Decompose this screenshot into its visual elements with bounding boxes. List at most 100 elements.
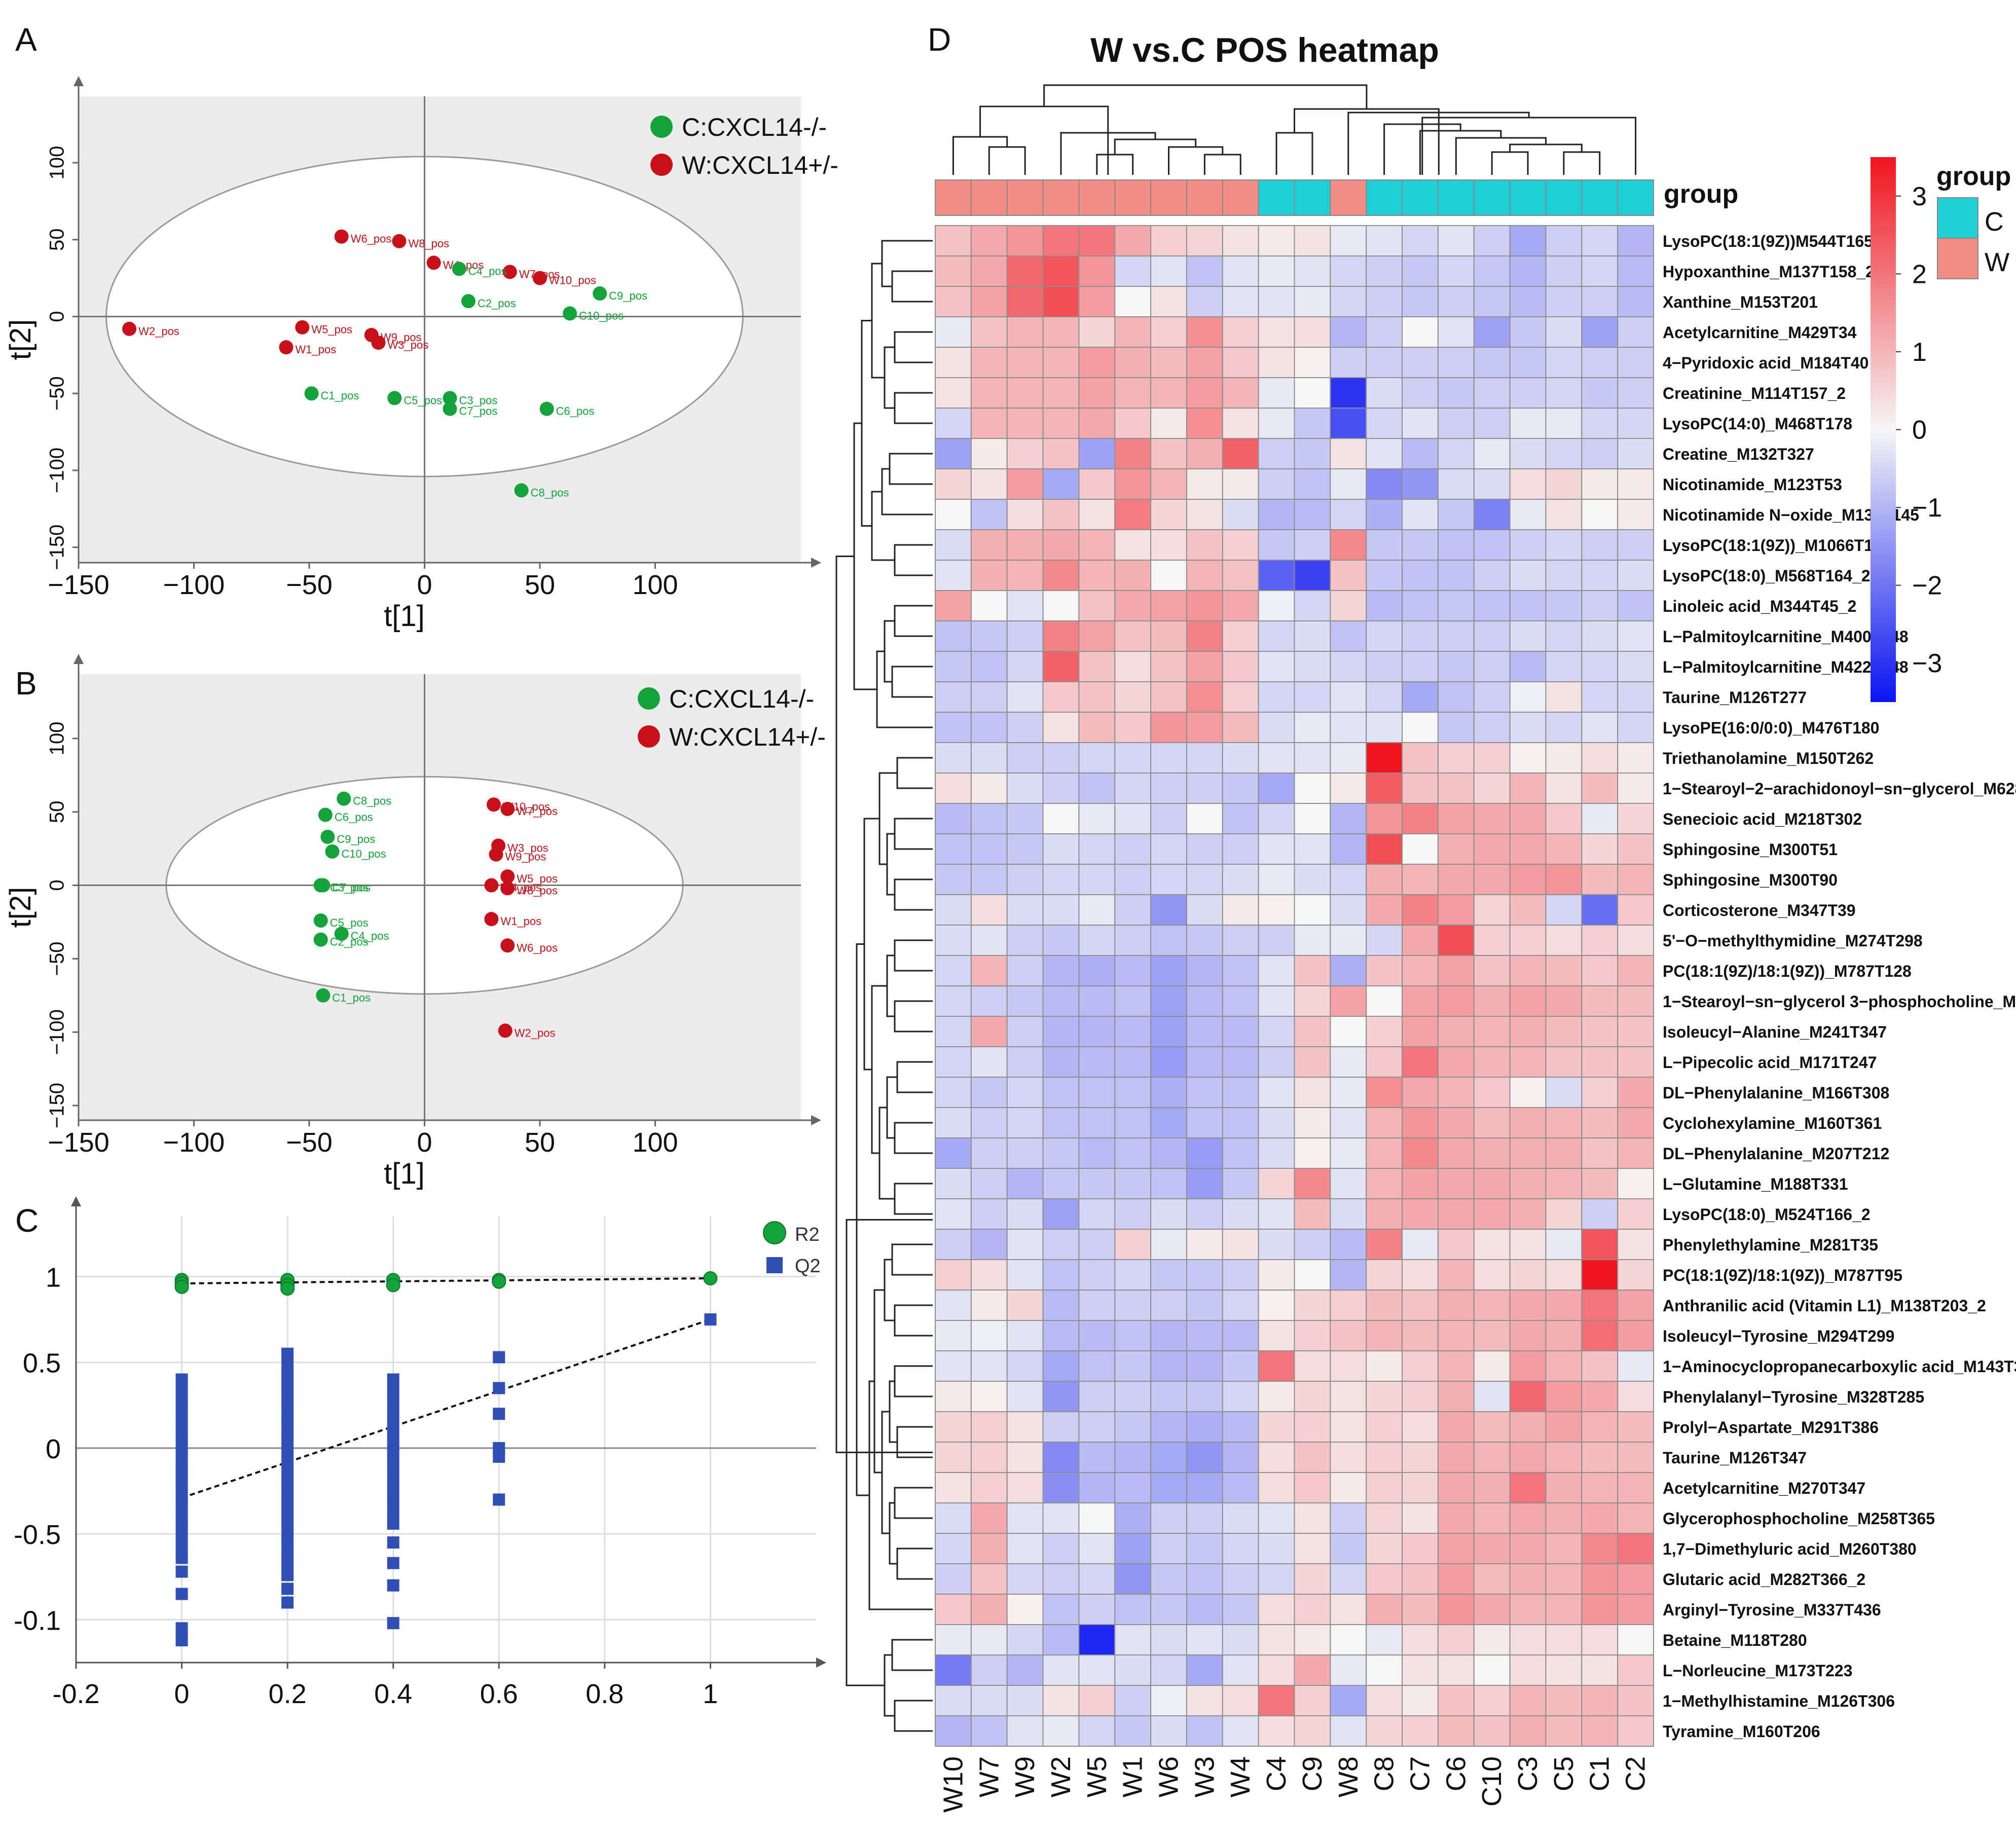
heatmap-cell: [1437, 985, 1475, 1017]
heatmap-cell: [1545, 894, 1583, 926]
heatmap-cell: [1330, 712, 1367, 743]
heatmap-cell: [1114, 894, 1152, 926]
sample-label: W9_pos: [505, 851, 546, 863]
q2-point: [281, 1503, 294, 1516]
heatmap-cell: [1330, 286, 1367, 317]
heatmap-cell: [1581, 1442, 1619, 1473]
heatmap-cell: [1186, 1563, 1223, 1595]
heatmap-cell: [1294, 529, 1331, 561]
heatmap-cell: [1402, 468, 1439, 500]
legend-w-label: W:CXCL14+/-: [669, 723, 826, 751]
heatmap-cell: [1366, 1411, 1403, 1443]
heatmap-cell: [1006, 499, 1044, 530]
heatmap-cell: [1258, 1381, 1295, 1412]
q2-point: [175, 1486, 188, 1499]
row-label: 1−Stearoyl−sn−glycerol 3−phosphocholine_…: [1663, 992, 2016, 1011]
heatmap-cell: [1545, 1016, 1583, 1047]
heatmap-cell: [1042, 286, 1080, 317]
heatmap-cell: [1366, 255, 1403, 287]
heatmap-cell: [1617, 1290, 1654, 1321]
heatmap-cell: [1509, 742, 1547, 774]
heatmap-cell: [1402, 590, 1439, 621]
row-label: Nicotinamide_M123T53: [1663, 475, 1842, 494]
x-axis-arrow: [816, 1658, 826, 1668]
heatmap-cell: [1581, 772, 1619, 804]
heatmap-cell: [1222, 1046, 1259, 1078]
heatmap-cell: [1545, 833, 1583, 865]
heatmap-cell: [1258, 1198, 1295, 1230]
heatmap-cell: [1330, 1442, 1367, 1473]
heatmap-cell: [1545, 1107, 1583, 1138]
row-dendrogram-branch: [894, 878, 933, 911]
heatmap-cell: [1294, 681, 1331, 713]
heatmap-cell: [1330, 1654, 1367, 1686]
heatmap-cell: [1042, 1411, 1080, 1443]
sample-point: [443, 401, 457, 416]
heatmap-cell: [1186, 833, 1223, 865]
heatmap-cell: [1222, 1137, 1259, 1169]
row-label: Glutaric acid_M282T366_2: [1663, 1570, 1865, 1589]
heatmap-cell: [1258, 1411, 1295, 1443]
q2-point: [281, 1462, 294, 1475]
heatmap-cell: [1509, 1563, 1547, 1595]
heatmap-cell: [1258, 772, 1295, 804]
heatmap-cell: [935, 1533, 972, 1564]
heatmap-cell: [1078, 286, 1116, 317]
heatmap-cell: [1006, 529, 1044, 561]
row-label: Phenylalanyl−Tyrosine_M328T285: [1663, 1388, 1924, 1406]
heatmap-cell: [1186, 590, 1223, 621]
heatmap-cell: [1545, 255, 1583, 287]
heatmap-cell: [1258, 1290, 1295, 1321]
heatmap-cell: [1581, 1320, 1619, 1351]
heatmap-cell: [1617, 1411, 1654, 1443]
heatmap-cell: [1402, 1594, 1439, 1625]
row-label: Senecioic acid_M218T302: [1663, 810, 1862, 828]
heatmap-cell: [1078, 985, 1116, 1017]
row-label: LysoPC(18:0)_M524T166_2: [1663, 1205, 1871, 1224]
heatmap-cell: [1473, 590, 1511, 621]
r2-point: [386, 1278, 400, 1293]
heatmap-cell: [1581, 1198, 1619, 1230]
sample-label: W3_pos: [388, 339, 429, 351]
row-dendrogram-branch: [891, 666, 933, 698]
heatmap-cell: [1042, 620, 1080, 652]
heatmap-cell: [1150, 1472, 1187, 1503]
group-annotation-cell: [1437, 179, 1475, 216]
heatmap-cell: [1509, 1533, 1547, 1564]
heatmap-cell: [1150, 1381, 1187, 1412]
heatmap-cell: [1330, 1016, 1367, 1047]
heatmap-cell: [1150, 1046, 1187, 1078]
sample-point: [318, 807, 333, 822]
sample-label: W5_pos: [517, 872, 558, 885]
heatmap-cell: [1545, 1472, 1583, 1503]
heatmap-cell: [1473, 1624, 1511, 1655]
heatmap-cell: [1617, 1502, 1654, 1534]
heatmap-cell: [1402, 1320, 1439, 1351]
row-dendrogram-branch: [894, 818, 933, 850]
heatmap-cell: [1617, 1016, 1654, 1047]
heatmap-cell: [1366, 772, 1403, 804]
heatmap-cell: [1042, 1442, 1080, 1473]
heatmap-cell: [1294, 1411, 1331, 1443]
heatmap-cell: [1258, 499, 1295, 530]
heatmap-cell: [1402, 772, 1439, 804]
heatmap-cell: [1473, 1381, 1511, 1412]
q2-point: [387, 1536, 399, 1549]
heatmap-cell: [1366, 377, 1403, 409]
heatmap-cell: [1150, 1259, 1187, 1291]
y-tick-label: 50: [46, 800, 68, 823]
heatmap-cell: [1402, 316, 1439, 348]
heatmap-cell: [970, 255, 1008, 287]
heatmap-cell: [970, 1685, 1008, 1716]
heatmap-cell: [1186, 225, 1223, 256]
heatmap-cell: [1222, 1624, 1259, 1655]
heatmap-cell: [1150, 712, 1187, 743]
heatmap-cell: [1078, 1290, 1116, 1321]
x-tick-label: -0.2: [52, 1679, 99, 1709]
y-tick-label: −150: [46, 1083, 68, 1128]
heatmap-cell: [1581, 408, 1619, 439]
heatmap-cell: [1150, 1168, 1187, 1199]
heatmap-cell: [1114, 438, 1152, 469]
group-bar-label: group: [1664, 179, 1738, 209]
heatmap-cell: [1330, 894, 1367, 926]
